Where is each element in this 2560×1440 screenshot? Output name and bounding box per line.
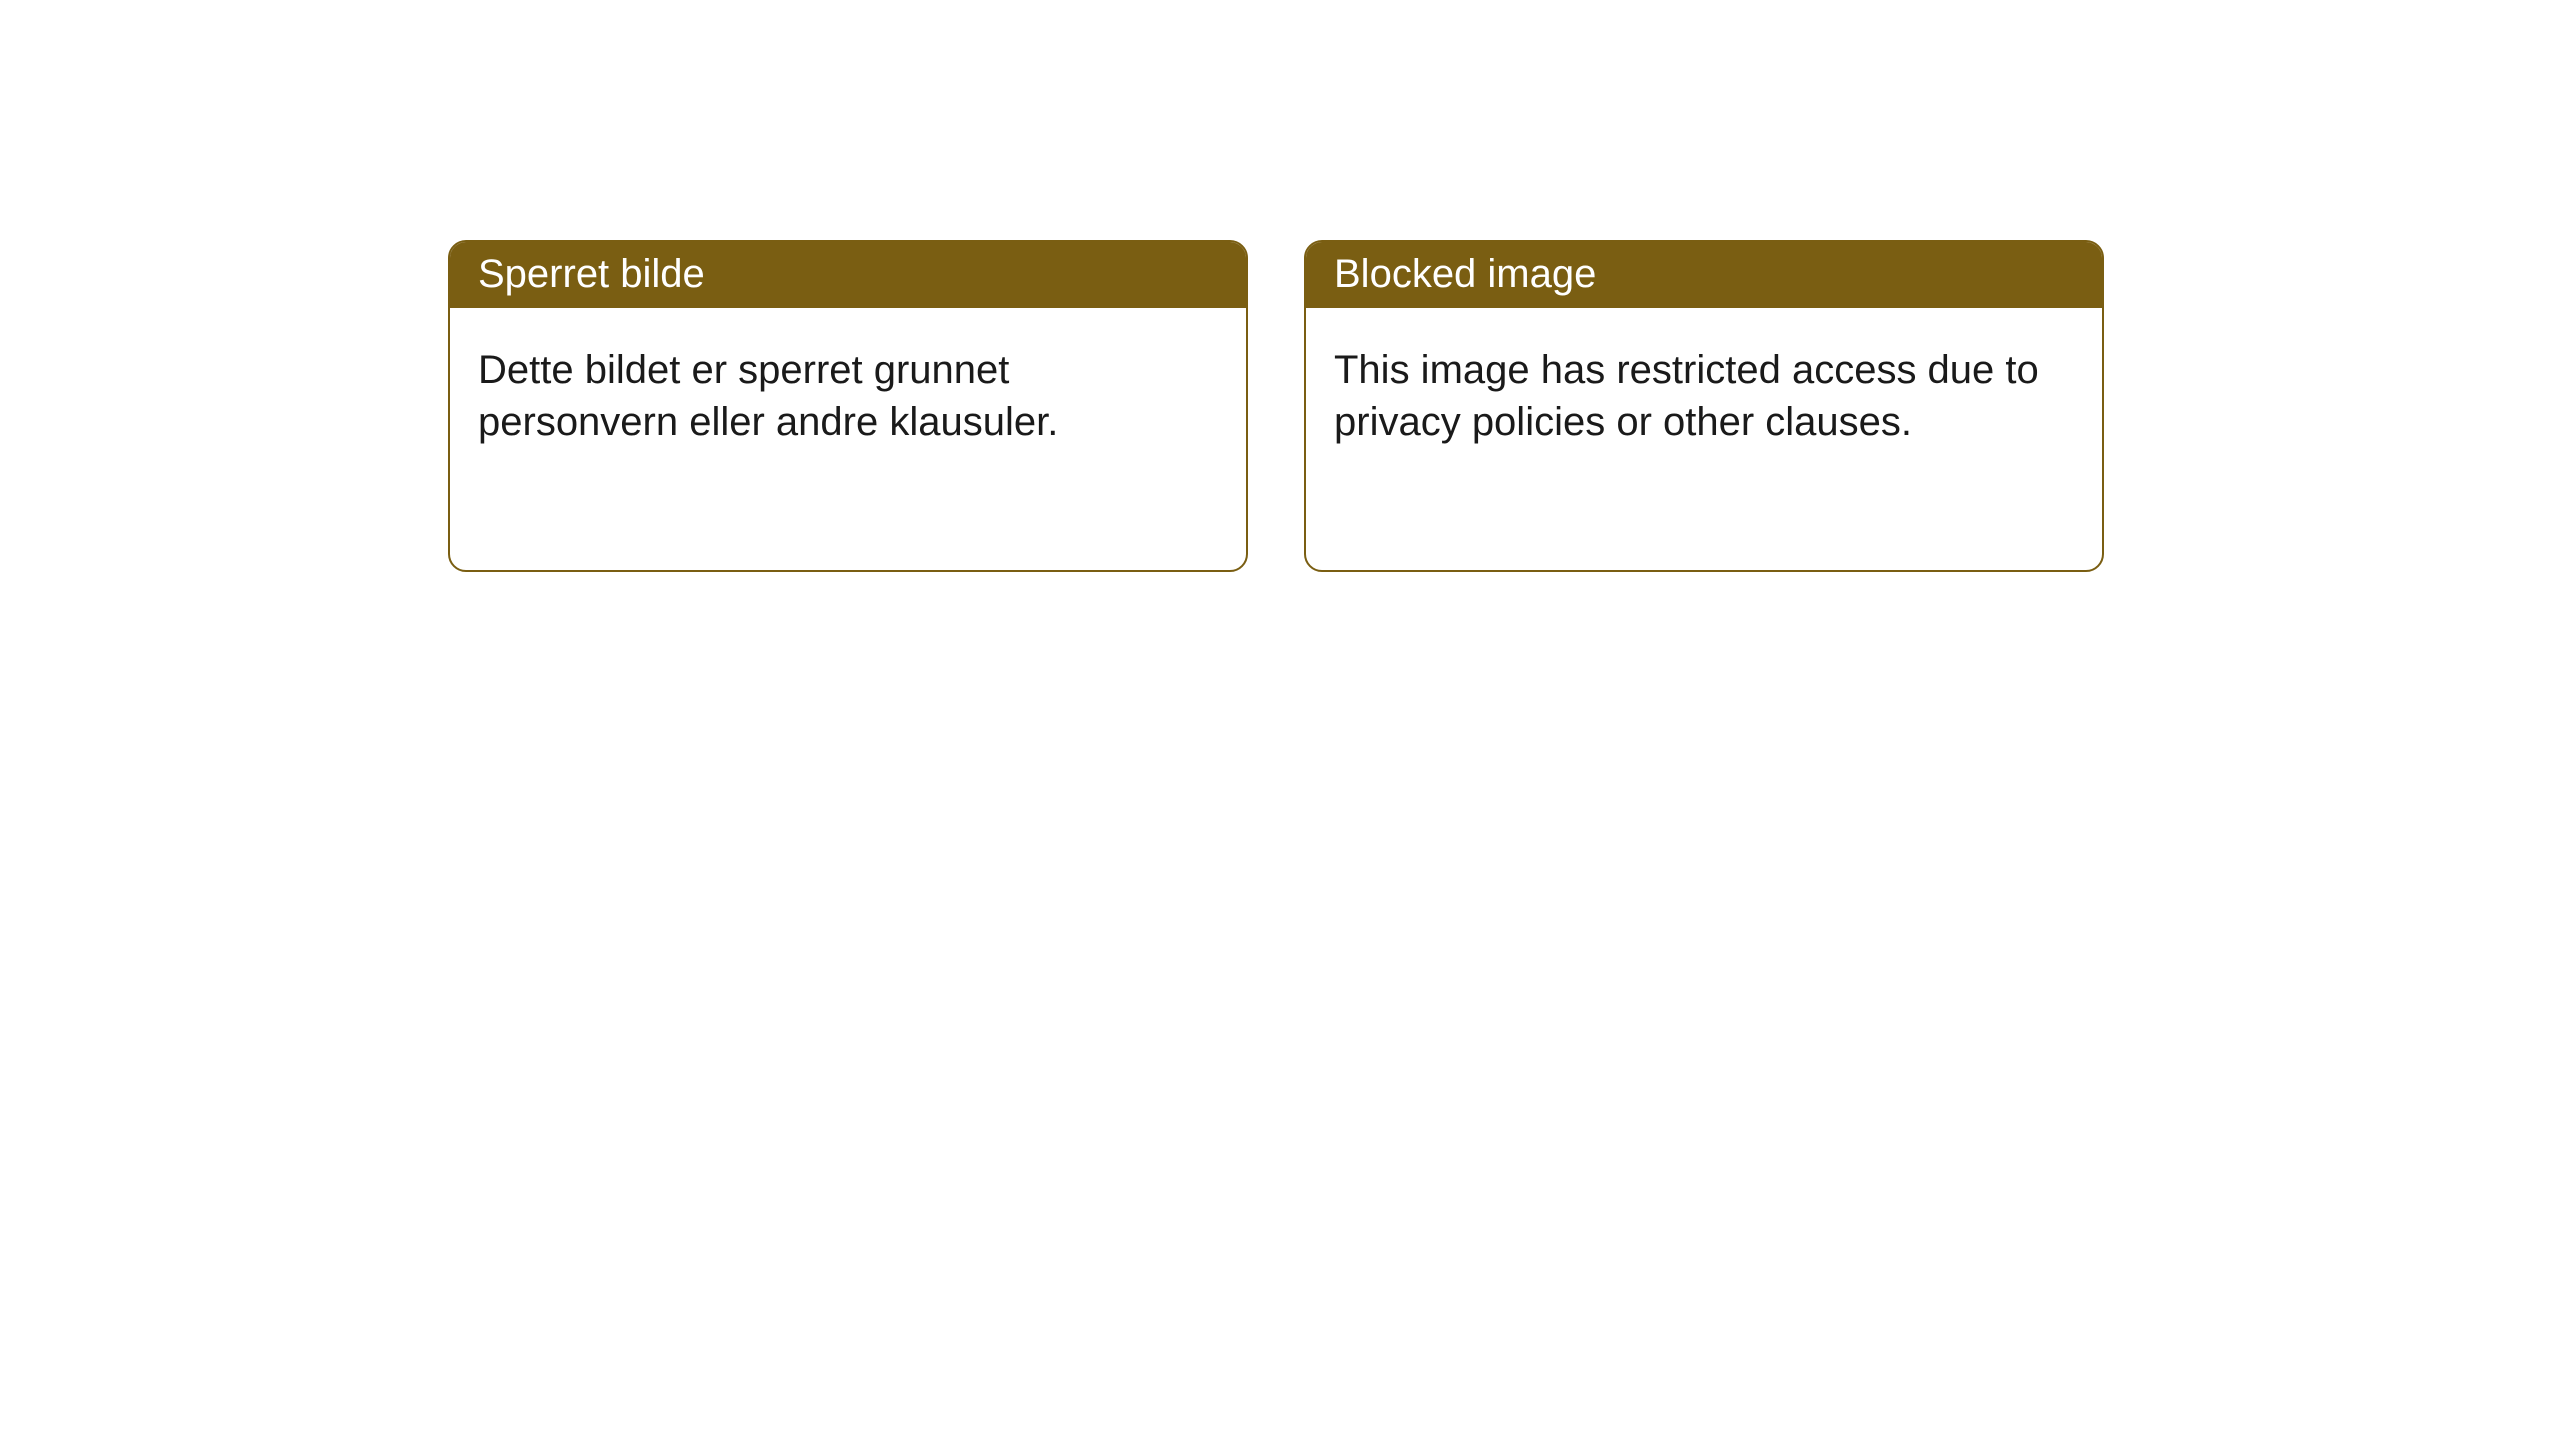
notice-title-norwegian: Sperret bilde <box>450 242 1246 308</box>
notice-container: Sperret bilde Dette bildet er sperret gr… <box>0 0 2560 572</box>
notice-body-norwegian: Dette bildet er sperret grunnet personve… <box>450 308 1246 570</box>
notice-title-english: Blocked image <box>1306 242 2102 308</box>
notice-card-english: Blocked image This image has restricted … <box>1304 240 2104 572</box>
notice-body-english: This image has restricted access due to … <box>1306 308 2102 570</box>
notice-card-norwegian: Sperret bilde Dette bildet er sperret gr… <box>448 240 1248 572</box>
